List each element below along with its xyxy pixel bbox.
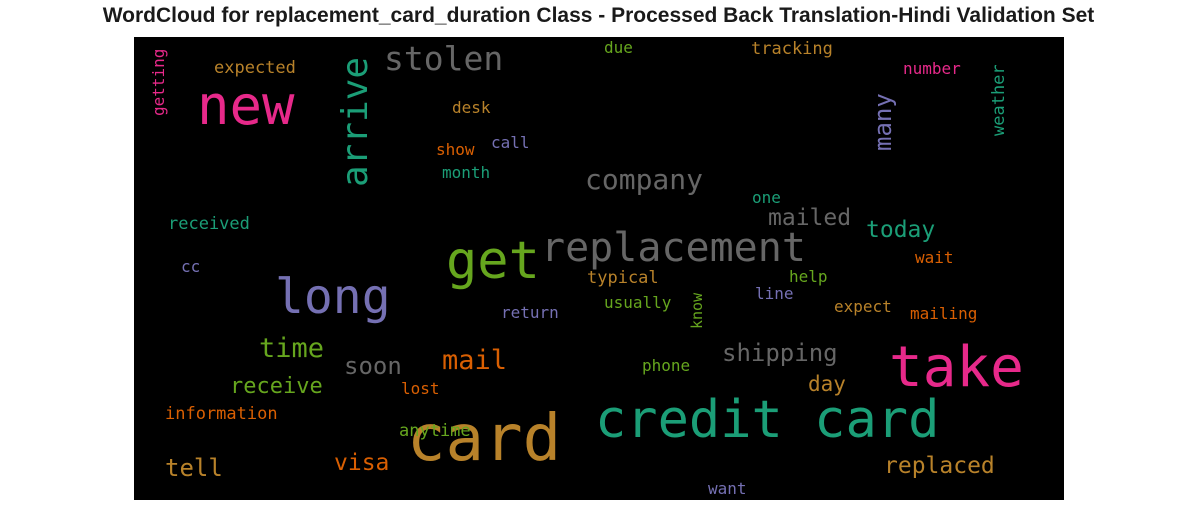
word-mailing: mailing (910, 304, 977, 323)
word-new: new (197, 74, 295, 137)
word-phone: phone (642, 356, 690, 375)
word-company: company (585, 163, 703, 196)
word-expected: expected (214, 58, 296, 78)
word-return: return (501, 303, 559, 322)
word-tell: tell (165, 454, 223, 482)
word-one: one (752, 188, 781, 207)
chart-title: WordCloud for replacement_card_duration … (102, 4, 1095, 27)
word-expect: expect (834, 297, 892, 316)
word-number: number (903, 59, 961, 78)
word-desk: desk (452, 98, 491, 117)
word-show: show (436, 140, 475, 159)
word-time: time (259, 333, 324, 364)
word-take: take (889, 335, 1024, 400)
word-many: many (869, 93, 897, 151)
word-get: get (446, 231, 540, 291)
wordcloud-panel: card credit card take new long get replacement… (134, 37, 1064, 500)
word-weather: weather (989, 64, 1009, 136)
word-tracking: tracking (751, 39, 833, 59)
word-lost: lost (401, 379, 440, 398)
word-wait: wait (915, 248, 954, 267)
word-shipping: shipping (722, 339, 838, 367)
word-getting: getting (149, 49, 168, 116)
word-replaced: replaced (884, 453, 995, 479)
word-day: day (808, 372, 846, 396)
word-want: want (708, 479, 747, 498)
word-typical: typical (587, 268, 659, 288)
word-mail: mail (442, 345, 507, 376)
word-visa: visa (334, 450, 389, 476)
word-line: line (755, 284, 794, 303)
word-credit-card: credit card (595, 390, 939, 450)
word-call: call (491, 133, 530, 152)
word-due: due (604, 38, 633, 57)
word-help: help (789, 267, 828, 286)
word-month: month (442, 163, 490, 182)
word-stolen: stolen (384, 39, 503, 78)
word-replacement: replacement (541, 225, 806, 271)
word-mailed: mailed (768, 205, 851, 231)
word-received: received (168, 214, 250, 234)
word-soon: soon (344, 352, 402, 380)
word-long: long (275, 269, 391, 325)
word-today: today (866, 217, 935, 243)
word-card: card (407, 402, 561, 476)
word-usually: usually (604, 293, 672, 312)
word-cc: cc (181, 257, 200, 276)
word-information: information (165, 404, 278, 424)
word-receive: receive (230, 374, 323, 399)
word-know: know (688, 292, 706, 329)
word-anytime: anytime (399, 421, 471, 441)
word-arrive: arrive (335, 57, 376, 187)
